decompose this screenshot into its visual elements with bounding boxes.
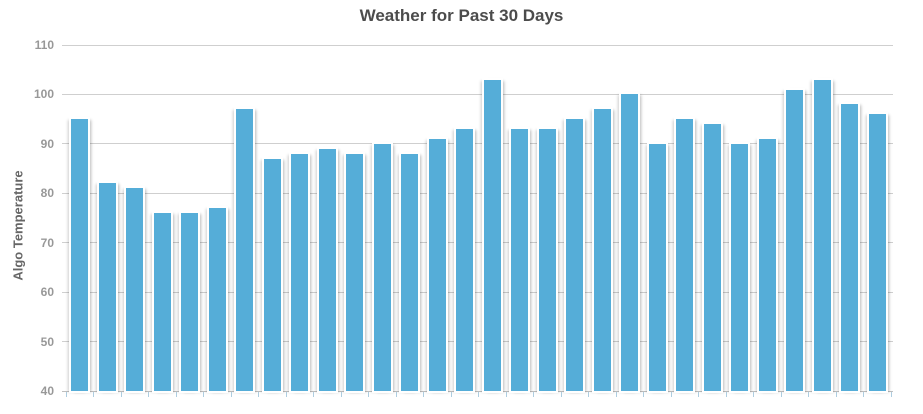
x-tick-1 bbox=[93, 392, 94, 397]
x-tick-21 bbox=[643, 392, 644, 397]
gridline-y-70 bbox=[62, 242, 893, 244]
x-tick-10 bbox=[340, 392, 342, 397]
x-tick-11 bbox=[368, 392, 369, 397]
bar-day-18[interactable] bbox=[538, 129, 556, 391]
bar-day-21[interactable] bbox=[621, 94, 639, 391]
bar-day-22[interactable] bbox=[648, 143, 666, 391]
gridline-y-90 bbox=[62, 143, 893, 145]
bar-day-26[interactable] bbox=[758, 138, 776, 391]
x-tick-9 bbox=[313, 392, 314, 397]
y-tick-label-100: 100 bbox=[33, 87, 54, 102]
y-tick-label-90: 90 bbox=[40, 136, 54, 151]
gridline-y-50 bbox=[62, 341, 893, 343]
y-tick-label-60: 60 bbox=[40, 285, 54, 300]
bar-day-3[interactable] bbox=[126, 188, 144, 391]
x-tick-28 bbox=[835, 392, 837, 397]
x-tick-25 bbox=[753, 392, 754, 397]
x-tick-27 bbox=[808, 392, 809, 397]
x-tick-5 bbox=[203, 392, 204, 397]
bar-day-2[interactable] bbox=[98, 183, 116, 391]
x-tick-4 bbox=[175, 392, 177, 397]
bar-day-6[interactable] bbox=[208, 208, 226, 391]
x-tick-3 bbox=[148, 392, 149, 397]
x-tick-29 bbox=[863, 392, 864, 397]
x-tick-0 bbox=[65, 392, 67, 397]
bar-day-15[interactable] bbox=[456, 129, 474, 391]
bar-day-7[interactable] bbox=[236, 109, 254, 391]
x-tick-24 bbox=[725, 392, 727, 397]
gridline-y-80 bbox=[62, 192, 893, 194]
x-tick-7 bbox=[258, 392, 259, 397]
y-tick-label-50: 50 bbox=[40, 334, 54, 349]
y-axis-title: Algo Temperature bbox=[10, 170, 26, 281]
bar-day-9[interactable] bbox=[291, 153, 309, 391]
x-tick-15 bbox=[478, 392, 479, 397]
bar-day-8[interactable] bbox=[263, 158, 281, 391]
x-tick-13 bbox=[423, 392, 424, 397]
bar-day-27[interactable] bbox=[786, 89, 804, 391]
x-tick-6 bbox=[230, 392, 232, 397]
chart-title: Weather for Past 30 Days bbox=[359, 6, 564, 25]
x-tick-16 bbox=[505, 392, 507, 397]
bar-day-24[interactable] bbox=[703, 124, 721, 391]
bar-day-23[interactable] bbox=[676, 119, 694, 391]
gridline-y-60 bbox=[62, 291, 893, 293]
bar-day-12[interactable] bbox=[373, 143, 391, 391]
bar-day-13[interactable] bbox=[401, 153, 419, 391]
x-tick-23 bbox=[698, 392, 699, 397]
y-tick-label-110: 110 bbox=[34, 38, 54, 52]
gridline-y-110 bbox=[62, 44, 893, 46]
x-tick-26 bbox=[780, 392, 782, 397]
gridline-y-100 bbox=[62, 93, 893, 95]
x-tick-30 bbox=[890, 392, 892, 397]
bar-day-10[interactable] bbox=[318, 148, 336, 391]
plot-area bbox=[62, 44, 893, 397]
y-tick-label-70: 70 bbox=[40, 235, 54, 250]
bar-day-5[interactable] bbox=[181, 213, 199, 391]
bar-day-4[interactable] bbox=[153, 213, 171, 391]
bar-day-1[interactable] bbox=[71, 119, 89, 391]
bar-day-30[interactable] bbox=[868, 114, 886, 391]
x-tick-19 bbox=[588, 392, 589, 397]
x-tick-2 bbox=[120, 392, 122, 397]
x-tick-14 bbox=[450, 392, 452, 397]
bar-day-16[interactable] bbox=[483, 79, 501, 391]
x-tick-20 bbox=[615, 392, 617, 397]
bar-day-28[interactable] bbox=[813, 79, 831, 391]
bar-day-20[interactable] bbox=[593, 109, 611, 391]
x-tick-22 bbox=[670, 392, 672, 397]
bar-day-17[interactable] bbox=[511, 129, 529, 391]
x-tick-12 bbox=[395, 392, 397, 397]
bar-day-29[interactable] bbox=[841, 104, 859, 391]
x-tick-18 bbox=[560, 392, 562, 397]
bar-day-11[interactable] bbox=[346, 153, 364, 391]
bar-day-14[interactable] bbox=[428, 138, 446, 391]
y-tick-label-80: 80 bbox=[40, 186, 54, 201]
x-tick-8 bbox=[285, 392, 287, 397]
y-tick-label-40: 40 bbox=[40, 384, 54, 398]
bar-day-25[interactable] bbox=[731, 143, 749, 391]
bar-day-19[interactable] bbox=[566, 119, 584, 391]
x-tick-17 bbox=[533, 392, 534, 397]
